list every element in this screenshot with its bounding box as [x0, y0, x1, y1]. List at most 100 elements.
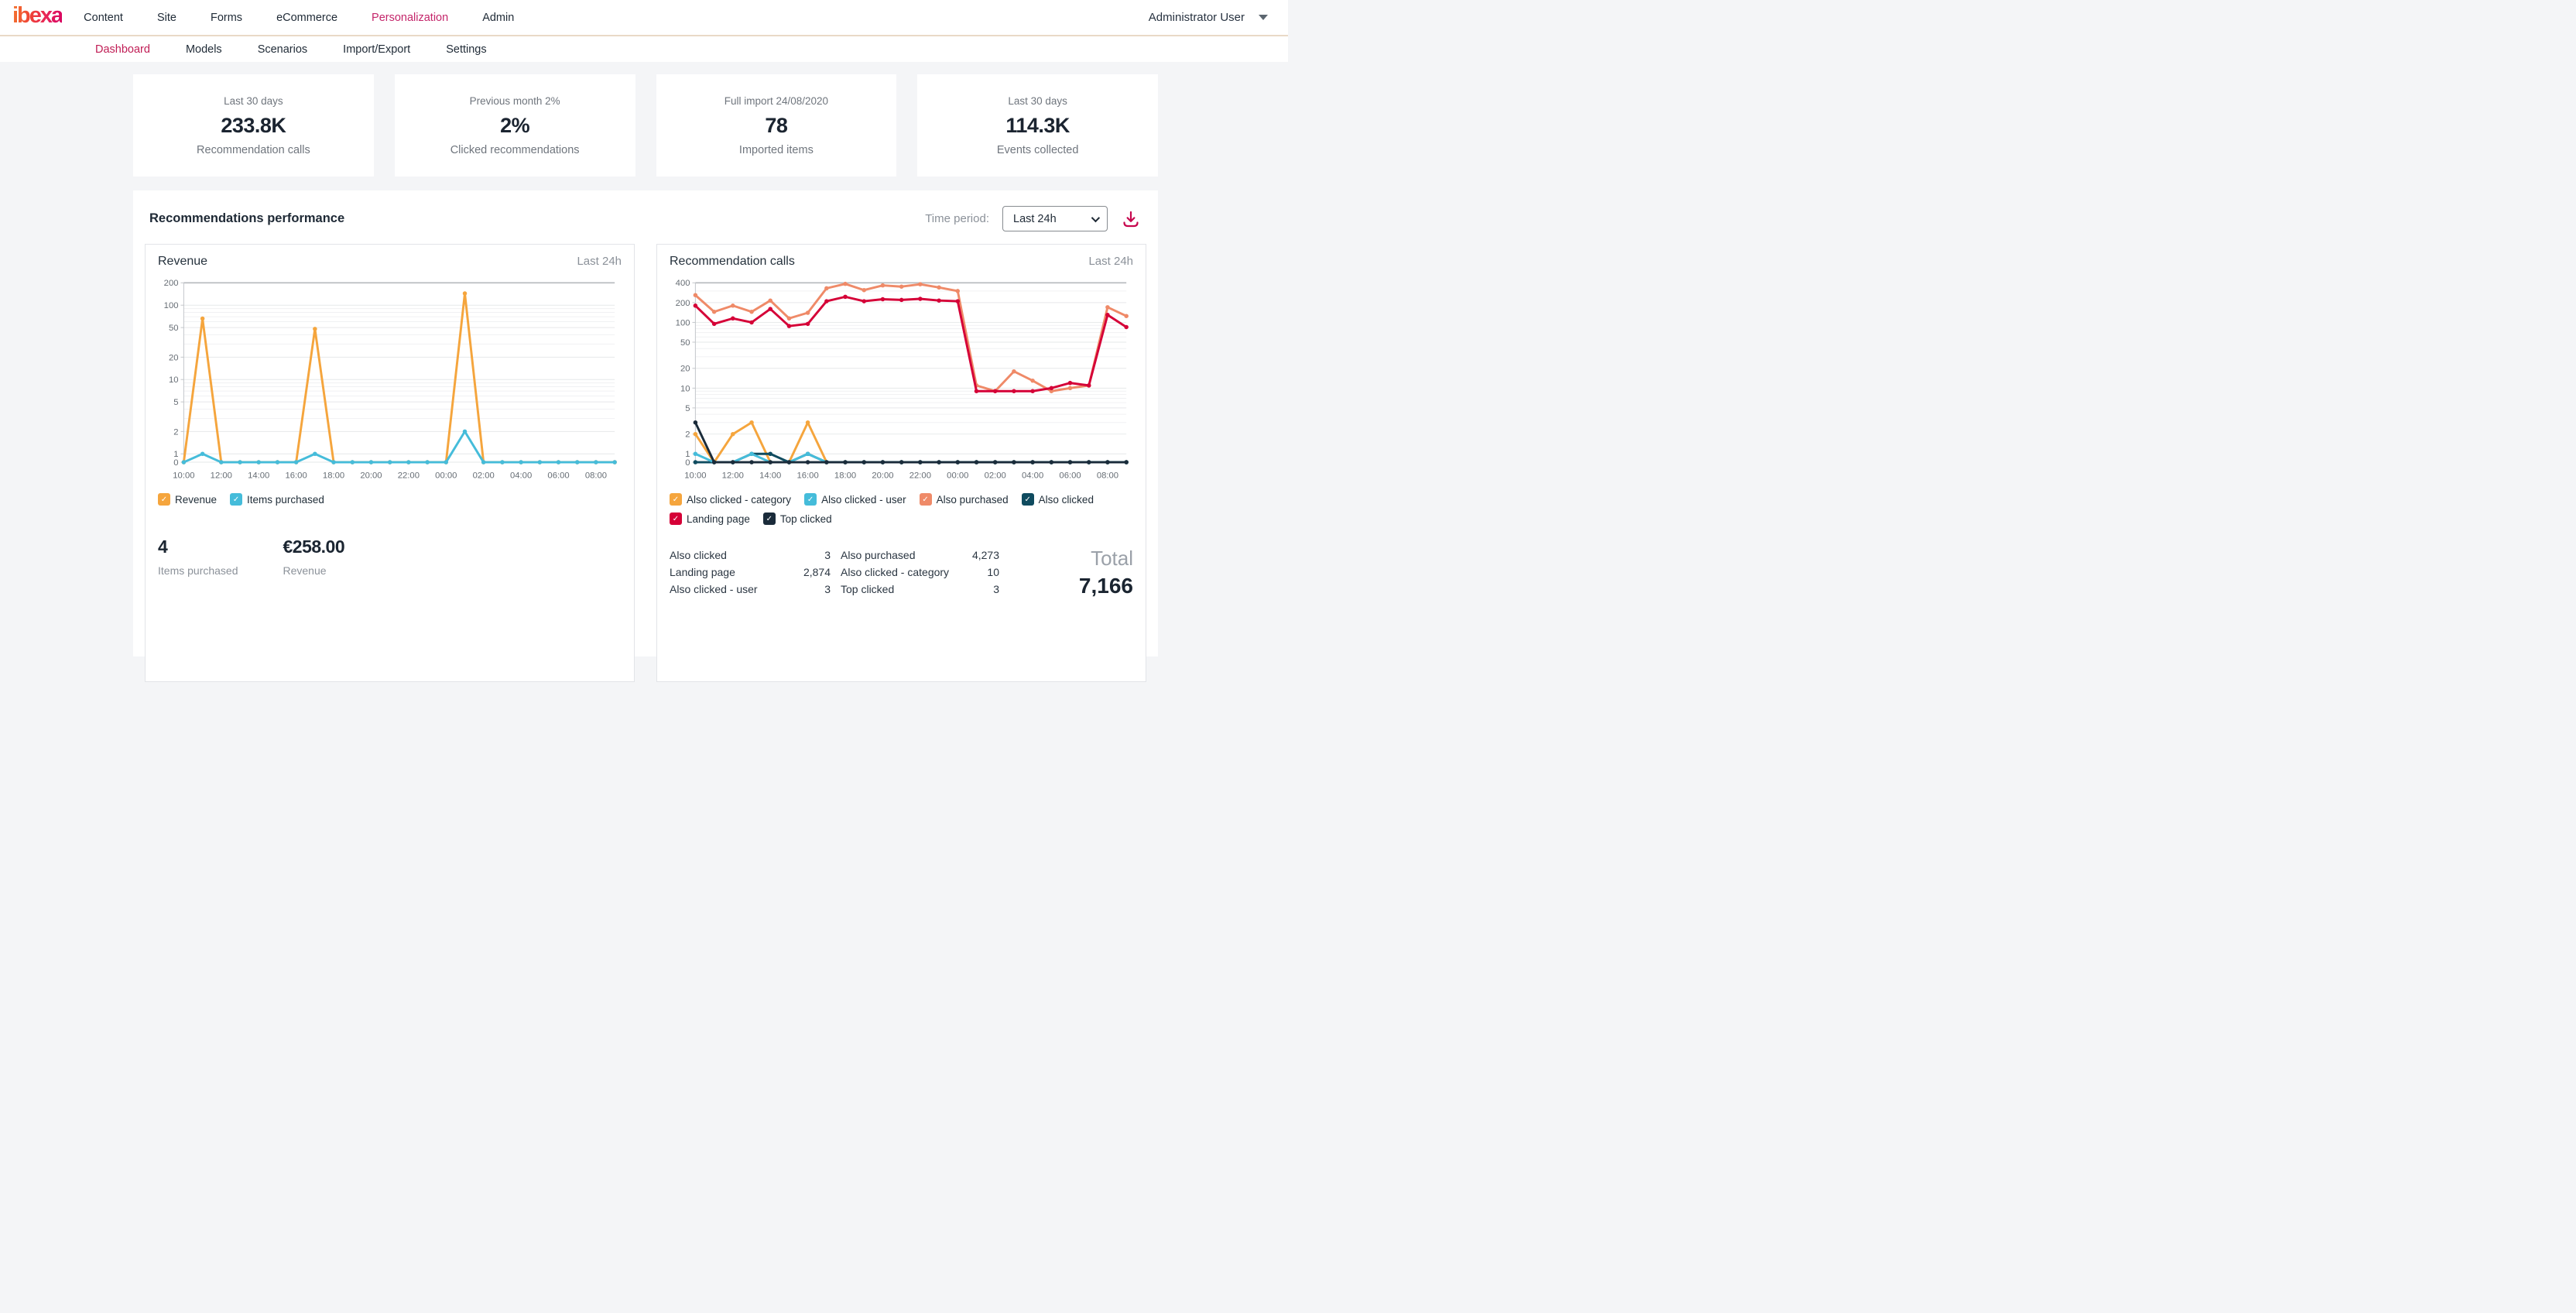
svg-text:10:00: 10:00	[173, 471, 194, 481]
svg-text:18:00: 18:00	[323, 471, 344, 481]
stat-card-imported-items: Full import 24/08/2020 78 Imported items	[656, 74, 897, 177]
svg-text:2: 2	[685, 430, 690, 440]
legend-item-also-clicked-category[interactable]: ✓ Also clicked - category	[670, 493, 791, 506]
svg-text:04:00: 04:00	[510, 471, 532, 481]
user-menu[interactable]: Administrator User	[1149, 11, 1268, 24]
legend-item-revenue[interactable]: ✓ Revenue	[158, 493, 217, 506]
subnav-item-scenarios[interactable]: Scenarios	[257, 43, 308, 56]
svg-text:50: 50	[680, 338, 690, 348]
summary-row-label: Also clicked - category	[841, 566, 950, 578]
legend-item-also-purchased[interactable]: ✓ Also purchased	[919, 493, 1009, 506]
legend-label: Top clicked	[779, 513, 832, 525]
svg-text:02:00: 02:00	[985, 471, 1006, 481]
subnav-item-settings[interactable]: Settings	[446, 43, 487, 56]
main-nav-item-content[interactable]: Content	[84, 11, 123, 24]
summary-row: Also clicked - user 3	[670, 581, 831, 598]
legend-item-items-purchased[interactable]: ✓ Items purchased	[230, 493, 324, 506]
chevron-down-icon	[1259, 15, 1268, 20]
charts-row: Revenue Last 24h 200 100 50 20 10 5 2 1 0 10:00 12…	[133, 244, 1158, 682]
legend-checkbox-icon: ✓	[670, 493, 682, 506]
revenue-chart-summary: 4 Items purchased €258.00 Revenue	[158, 537, 622, 577]
legend-label: Also purchased	[936, 493, 1009, 506]
summary-row: Top clicked 3	[841, 581, 999, 598]
legend-item-also-clicked[interactable]: ✓ Also clicked	[1021, 493, 1094, 506]
legend-label: Also clicked	[1038, 493, 1094, 506]
legend-checkbox-icon: ✓	[670, 513, 682, 525]
svg-text:06:00: 06:00	[547, 471, 569, 481]
legend-item-also-clicked-user[interactable]: ✓ Also clicked - user	[804, 493, 906, 506]
recommendation-calls-summary: Also clicked 3 Landing page 2,874 Also click…	[670, 547, 1133, 598]
svg-text:14:00: 14:00	[248, 471, 269, 481]
subnav-item-models[interactable]: Models	[185, 43, 222, 56]
summary-row-value: 3	[824, 583, 831, 595]
svg-text:20:00: 20:00	[360, 471, 382, 481]
summary-row: Landing page 2,874	[670, 564, 831, 581]
user-name: Administrator User	[1148, 11, 1245, 24]
chart-period: Last 24h	[577, 255, 622, 268]
total-block: Total 7,166	[1079, 547, 1133, 598]
main-nav-item-admin[interactable]: Admin	[482, 11, 515, 24]
svg-text:1: 1	[173, 450, 178, 459]
stat-card-events-collected: Last 30 days 114.3K Events collected	[917, 74, 1158, 177]
svg-text:22:00: 22:00	[909, 471, 931, 481]
download-icon	[1123, 211, 1139, 227]
stat-top-label: Last 30 days	[224, 94, 283, 107]
recommendation-calls-line-chart: 400 200 100 50 20 10 5 2 10 10:00 12:00 14:00 16:00 1…	[676, 279, 1129, 481]
svg-text:10:00: 10:00	[684, 471, 706, 481]
ibexa-logo: ibexa	[12, 5, 63, 30]
svg-text:02:00: 02:00	[473, 471, 495, 481]
panel-title: Recommendations performance	[149, 211, 345, 225]
legend-checkbox-icon: ✓	[762, 513, 776, 525]
summary-row-label: Also clicked	[670, 549, 727, 561]
stat-bottom-label: Clicked recommendations	[450, 143, 580, 156]
main-nav-item-forms[interactable]: Forms	[210, 11, 243, 24]
svg-text:0: 0	[685, 458, 690, 468]
main-nav-item-site[interactable]: Site	[156, 11, 176, 24]
stat-top-label: Last 30 days	[1008, 94, 1067, 107]
svg-text:100: 100	[676, 318, 690, 327]
legend-label: Revenue	[175, 493, 218, 506]
svg-text:18:00: 18:00	[834, 471, 856, 481]
legend-item-top-clicked[interactable]: ✓ Top clicked	[762, 513, 832, 525]
main-nav-item-personalization[interactable]: Personalization	[372, 11, 449, 24]
svg-text:12:00: 12:00	[722, 471, 744, 481]
recommendation-calls-chart-legend: ✓ Also clicked - category ✓ Also clicked - …	[670, 493, 1133, 525]
summary-row-value: 4,273	[971, 549, 999, 561]
svg-text:10: 10	[169, 375, 179, 385]
chart-header: Recommendation calls Last 24h	[670, 255, 1133, 269]
svg-text:200: 200	[164, 279, 179, 288]
summary-row-label: Landing page	[670, 566, 735, 578]
legend-item-landing-page[interactable]: ✓ Landing page	[670, 513, 750, 525]
main-nav-item-ecommerce[interactable]: eCommerce	[276, 11, 338, 24]
summary-row-label: Also purchased	[841, 549, 916, 561]
summary-row: Also clicked - category 10	[841, 564, 999, 581]
subnav-item-import-export[interactable]: Import/Export	[343, 43, 411, 56]
chart-header: Revenue Last 24h	[158, 255, 622, 269]
chevron-down-icon	[1091, 213, 1101, 222]
svg-text:1: 1	[685, 450, 690, 459]
summary-value: €258.00	[283, 537, 345, 557]
subnav-item-dashboard[interactable]: Dashboard	[95, 43, 150, 56]
stat-bottom-label: Imported items	[738, 143, 814, 156]
summary-column-1: Also clicked 3 Landing page 2,874 Also click…	[670, 547, 831, 598]
stat-cards-row: Last 30 days 233.8K Recommendation calls…	[133, 74, 1158, 177]
stat-top-label: Previous month 2%	[469, 94, 560, 107]
total-label: Total	[1091, 547, 1133, 570]
legend-checkbox-icon: ✓	[158, 493, 170, 506]
personalization-subnav: Dashboard Models Scenarios Import/Export Set…	[0, 35, 1288, 62]
svg-text:16:00: 16:00	[797, 471, 819, 481]
svg-text:10: 10	[680, 384, 690, 393]
dashboard-page: Last 30 days 233.8K Recommendation calls…	[0, 62, 1288, 682]
time-period-select[interactable]: Last 24h	[1002, 206, 1108, 231]
chart-period: Last 24h	[1088, 255, 1133, 268]
summary-column-2: Also purchased 4,273 Also clicked - catego…	[841, 547, 999, 598]
download-button[interactable]	[1121, 209, 1141, 229]
svg-text:08:00: 08:00	[585, 471, 607, 481]
legend-checkbox-icon: ✓	[919, 493, 932, 506]
svg-text:20:00: 20:00	[872, 471, 893, 481]
legend-checkbox-icon: ✓	[230, 493, 243, 506]
summary-items-purchased: 4 Items purchased	[158, 537, 238, 577]
svg-text:14:00: 14:00	[759, 471, 781, 481]
revenue-chart-card: Revenue Last 24h 200 100 50 20 10 5 2 1 0 10:00 12…	[145, 244, 635, 682]
revenue-chart-legend: ✓ Revenue ✓ Items purchased	[158, 493, 622, 506]
